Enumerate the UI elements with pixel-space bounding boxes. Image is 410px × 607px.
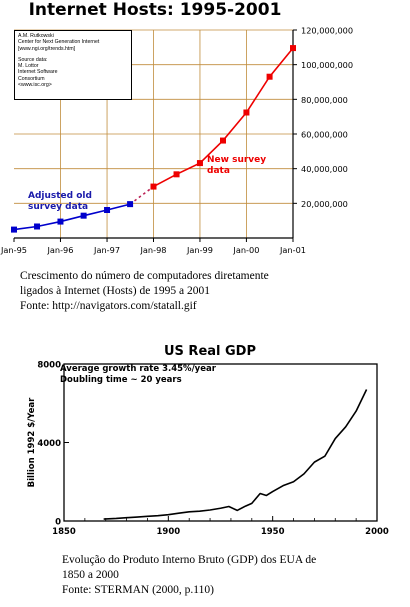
caption-line: ligados à Internet (Hosts) de 1995 a 200… [20,285,211,297]
gdp-chart: 0 4000 8000 1850 1900 1950 2000 Billion 1992 … [27,361,389,538]
series-connector-dashed [129,185,154,205]
gdp-caption: Evolução do Produto Interno Bruto (GDP) … [62,553,407,598]
credit-line: [www.ngi.org/trends.htm] [18,45,76,52]
internet-chart-series [11,45,296,233]
annotation-new-survey-line2: data [207,166,230,176]
data-point [104,207,111,214]
gdp-chart-title: US Real GDP [163,344,256,359]
gdp-chart-series [103,389,368,520]
gdp-chart-frame [63,363,378,522]
data-point [290,45,296,52]
credit-line: <www.isc.org> [18,82,52,89]
x-tick-label: 1900 [156,527,180,537]
x-tick-label: Jan-98 [140,245,167,255]
y-tick-label: 20,000,000 [301,199,348,209]
plot-frame [63,363,378,522]
caption-line: Crescimento do número de computadores di… [20,270,269,282]
gdp-annotation: Average growth rate 3.45%/year Doubling … [60,364,280,386]
internet-chart-title: Internet Hosts: 1995-2001 [28,0,282,20]
internet-chart-grid [14,29,293,238]
annotation-old-survey-line2: survey data [28,202,88,212]
annotation-new-survey-line1: New survey [207,155,266,165]
credit-line: Internet Software [18,69,58,76]
gdp-annotation-line2: Doubling time ~ 20 years [60,375,182,385]
gdp-chart-y-tick-labels: 0 4000 8000 [37,361,61,528]
internet-chart-axes [13,29,297,242]
data-point [127,201,134,208]
credit-line: A.M. Rutkowski [18,33,54,39]
y-tick-label: 40,000,000 [301,164,348,174]
data-point [196,160,203,167]
x-tick-label: Jan-99 [186,245,213,255]
x-tick-label: Jan-96 [46,245,73,255]
x-tick-label: 2000 [365,527,389,537]
data-point [173,171,180,178]
gdp-annotation-line1: Average growth rate 3.45%/year [60,364,216,374]
credit-line: Consortium [18,75,45,82]
x-tick-label: Jan-00 [232,245,259,255]
data-point [243,109,250,116]
x-tick-label: Jan-97 [93,245,120,255]
caption-line: Fonte: http://navigators.com/statall.gif [20,300,197,312]
x-tick-label: Jan-01 [279,245,306,255]
x-tick-label: Jan-95 [0,245,27,255]
y-tick-label: 0 [55,518,61,528]
x-tick-label: 1850 [52,527,76,537]
credit-line: Source data: [18,56,48,63]
y-tick-label: 80,000,000 [301,95,348,105]
y-tick-label: 60,000,000 [301,130,348,140]
x-tick-label: 1950 [261,527,285,537]
credit-line: M. Lottor [18,63,39,70]
y-tick-label: 120,000,000 [301,26,353,36]
gdp-chart-x-tick-labels: 1850 1900 1950 2000 [52,527,389,537]
data-point [34,223,41,230]
caption-line: Evolução do Produto Interno Bruto (GDP) … [62,554,317,566]
caption-line: 1850 a 2000 [62,569,119,581]
old-survey-line [13,203,131,231]
y-tick-label: 8000 [37,361,61,371]
credit-line: Center for Next Generation Internet [18,39,100,46]
data-point [150,183,157,190]
gdp-y-axis-label: Billion 1992 $/Year [27,397,37,487]
gdp-line [103,389,368,520]
caption-line: Fonte: STERMAN (2000, p.110) [62,584,214,596]
annotation-old-survey-line1: Adjusted old [28,191,92,201]
data-point [11,226,17,233]
data-point [219,137,226,144]
internet-hosts-chart: 20,000,000 40,000,000 60,000,000 80,000,000… [0,26,353,256]
data-point [80,212,87,219]
y-tick-label: 100,000,000 [301,60,353,70]
internet-chart-x-tick-labels: Jan-95 Jan-96 Jan-97 Jan-98 Jan-99 Jan-00 Jan-… [0,245,306,255]
internet-chart-y-tick-labels: 20,000,000 40,000,000 60,000,000 80,000,000… [301,26,353,209]
credits-box: A.M. Rutkowski Center for Next Generatio… [14,30,132,100]
internet-caption: Crescimento do número de computadores di… [20,269,405,314]
data-point [266,73,273,80]
y-tick-label: 4000 [37,439,61,449]
data-point [57,218,64,225]
